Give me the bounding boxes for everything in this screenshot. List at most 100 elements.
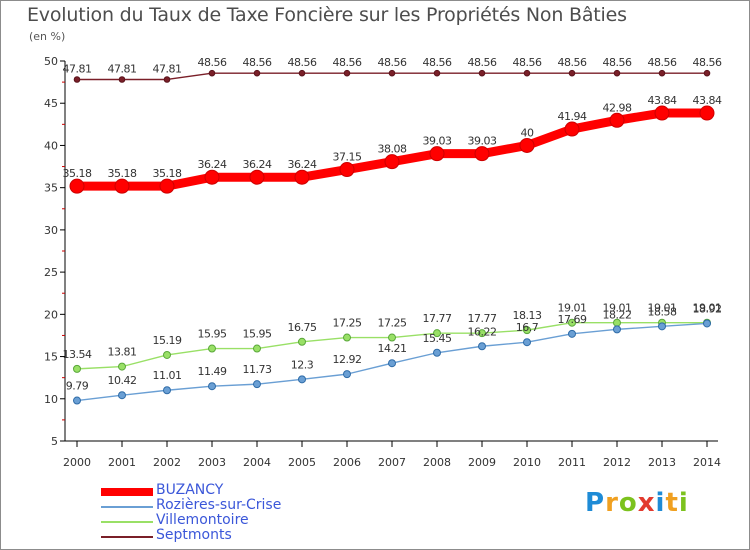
data-label-villemontoire: 13.54 — [63, 348, 92, 361]
data-point-septmonts — [613, 69, 621, 77]
data-point-buzancy — [159, 178, 175, 194]
data-point-rozi-res-sur-crise — [433, 348, 441, 357]
data-point-buzancy — [69, 178, 85, 194]
data-point-rozi-res-sur-crise — [73, 396, 81, 405]
data-label-buzancy: 40 — [521, 126, 534, 139]
data-point-buzancy — [429, 146, 445, 162]
legend-swatch-rozi-res-sur-crise — [101, 506, 153, 508]
logo-letter: i — [678, 488, 689, 518]
x-tick-label: 2003 — [198, 456, 226, 469]
data-label-villemontoire: 15.19 — [153, 334, 182, 347]
legend-label-villemontoire: Villemontoire — [156, 512, 249, 528]
data-label-buzancy: 35.18 — [63, 167, 92, 180]
data-point-villemontoire — [298, 337, 306, 346]
data-label-septmonts: 48.56 — [378, 56, 407, 69]
chart-unit-label: (en %) — [29, 30, 66, 43]
data-label-rozi-res-sur-crise: 14.21 — [378, 342, 407, 355]
data-point-septmonts — [253, 69, 261, 77]
y-tick-label: 20 — [44, 308, 58, 321]
data-point-buzancy — [609, 112, 625, 128]
axes: 5 10 15 20 25 30 35 40 45 50 2000 2001 2002 2003 2004 2… — [44, 55, 721, 469]
data-point-buzancy — [204, 169, 220, 185]
series-points — [69, 69, 715, 405]
chart-title: Evolution du Taux de Taxe Foncière sur l… — [27, 4, 627, 26]
y-tick-label: 35 — [44, 182, 58, 195]
data-label-buzancy: 39.03 — [468, 135, 497, 148]
data-point-villemontoire — [388, 333, 396, 342]
data-label-rozi-res-sur-crise: 11.73 — [243, 363, 272, 376]
y-tick-label: 40 — [44, 139, 58, 152]
data-label-villemontoire: 19.01 — [693, 302, 722, 315]
data-point-villemontoire — [568, 318, 576, 327]
data-label-buzancy: 41.94 — [558, 110, 587, 123]
data-point-rozi-res-sur-crise — [298, 375, 306, 384]
data-labels: 47.81 47.81 47.81 48.56 48.56 48.56 48.56 48.56… — [63, 56, 723, 393]
x-tick-label: 2007 — [378, 456, 406, 469]
y-tick-label: 30 — [44, 224, 58, 237]
data-label-buzancy: 38.08 — [378, 143, 407, 156]
data-point-villemontoire — [433, 329, 441, 338]
data-point-rozi-res-sur-crise — [118, 391, 126, 400]
data-label-villemontoire: 17.77 — [423, 312, 452, 325]
data-point-rozi-res-sur-crise — [658, 322, 666, 331]
y-tick-label: 15 — [44, 351, 58, 364]
data-point-rozi-res-sur-crise — [523, 338, 531, 347]
data-label-rozi-res-sur-crise: 18.92 — [693, 302, 722, 315]
data-label-septmonts: 48.56 — [648, 56, 677, 69]
x-tick-label: 2011 — [558, 456, 586, 469]
x-tick-label: 2005 — [288, 456, 316, 469]
data-label-buzancy: 35.18 — [153, 167, 182, 180]
data-point-rozi-res-sur-crise — [343, 370, 351, 379]
data-label-septmonts: 48.56 — [558, 56, 587, 69]
data-label-buzancy: 35.18 — [108, 167, 137, 180]
data-label-rozi-res-sur-crise: 15.45 — [423, 332, 452, 345]
data-point-buzancy — [564, 121, 580, 137]
data-label-septmonts: 48.56 — [693, 56, 722, 69]
data-label-villemontoire: 18.13 — [513, 309, 542, 322]
data-label-rozi-res-sur-crise: 11.49 — [198, 365, 227, 378]
x-tick-label: 2010 — [513, 456, 541, 469]
data-point-villemontoire — [118, 362, 126, 371]
data-label-rozi-res-sur-crise: 10.42 — [108, 374, 137, 387]
data-label-rozi-res-sur-crise: 16.7 — [516, 321, 539, 334]
x-tick-label: 2000 — [63, 456, 91, 469]
data-label-septmonts: 48.56 — [513, 56, 542, 69]
logo-letter: o — [618, 488, 638, 518]
legend-label-buzancy: BUZANCY — [156, 482, 224, 498]
data-label-villemontoire: 13.81 — [108, 346, 137, 359]
data-point-septmonts — [73, 76, 81, 83]
data-label-rozi-res-sur-crise: 12.3 — [291, 358, 314, 371]
y-tick-label: 25 — [44, 266, 58, 279]
data-point-septmonts — [433, 69, 441, 77]
logo-letter: r — [605, 488, 619, 518]
data-label-septmonts: 48.56 — [243, 56, 272, 69]
data-point-buzancy — [294, 169, 310, 185]
data-label-septmonts: 48.56 — [603, 56, 632, 69]
data-label-rozi-res-sur-crise: 18.22 — [603, 308, 632, 321]
data-label-septmonts: 47.81 — [153, 62, 182, 75]
data-point-rozi-res-sur-crise — [208, 382, 216, 391]
proxiti-logo: Proxiti — [585, 488, 689, 518]
x-tick-label: 2001 — [108, 456, 136, 469]
data-label-villemontoire: 17.25 — [378, 317, 407, 330]
data-label-septmonts: 48.56 — [423, 56, 452, 69]
data-label-septmonts: 48.56 — [288, 56, 317, 69]
data-label-buzancy: 36.24 — [288, 158, 317, 171]
data-point-buzancy — [114, 178, 130, 194]
data-point-villemontoire — [253, 344, 261, 353]
legend-swatch-buzancy — [101, 488, 153, 496]
data-point-septmonts — [568, 69, 576, 77]
x-tick-label: 2009 — [468, 456, 496, 469]
data-label-villemontoire: 15.95 — [243, 328, 272, 341]
data-point-buzancy — [699, 105, 715, 121]
data-label-rozi-res-sur-crise: 9.79 — [66, 380, 89, 393]
data-point-septmonts — [163, 76, 171, 83]
logo-letter: x — [637, 488, 656, 518]
data-label-villemontoire: 17.25 — [333, 317, 362, 330]
data-point-septmonts — [298, 69, 306, 77]
data-label-villemontoire: 16.75 — [288, 321, 317, 334]
x-tick-label: 2002 — [153, 456, 181, 469]
data-label-buzancy: 37.15 — [333, 151, 362, 164]
x-tick-label: 2012 — [603, 456, 631, 469]
